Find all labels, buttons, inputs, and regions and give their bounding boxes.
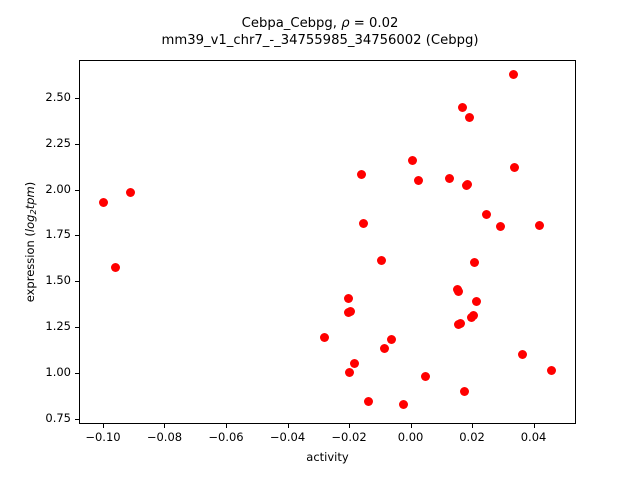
scatter-point: [508, 70, 518, 80]
scatter-point: [453, 287, 463, 297]
ylabel-suffix: ): [23, 181, 37, 187]
y-axis-label: expression (log2tpm): [22, 60, 38, 424]
scatter-point-layer: [80, 61, 575, 423]
x-tick-label: 0.02: [459, 430, 485, 444]
scatter-point: [363, 397, 373, 407]
scatter-point: [468, 310, 478, 320]
scatter-point: [546, 366, 556, 376]
x-tick-mark: [287, 424, 289, 428]
scatter-point: [465, 112, 475, 122]
y-tick-mark: [75, 419, 79, 421]
y-tick-mark: [75, 97, 79, 99]
x-tick-mark: [102, 424, 104, 428]
scatter-point: [462, 180, 472, 190]
x-tick-mark: [410, 424, 412, 428]
x-tick-label: −0.06: [208, 430, 244, 444]
y-tick-label: 1.50: [45, 273, 71, 288]
scatter-point: [350, 358, 360, 368]
scatter-point: [376, 255, 386, 265]
y-tick-label: 2.00: [45, 181, 71, 196]
scatter-point: [510, 163, 520, 173]
scatter-point: [99, 197, 109, 207]
scatter-point: [125, 187, 135, 197]
x-tick-mark: [164, 424, 166, 428]
scatter-point: [111, 263, 121, 273]
scatter-point: [482, 209, 492, 219]
rho-symbol: ρ: [341, 16, 350, 31]
y-tick-mark: [75, 373, 79, 375]
plot-axes-frame: [79, 60, 576, 424]
y-tick-mark: [75, 327, 79, 329]
scatter-point: [320, 333, 330, 343]
scatter-point: [407, 155, 417, 165]
scatter-point: [445, 174, 455, 184]
y-tick-mark: [75, 143, 79, 145]
y-tick-label: 2.25: [45, 135, 71, 150]
y-tick-label: 2.50: [45, 89, 71, 104]
x-tick-label: −0.08: [146, 430, 183, 444]
scatter-point: [420, 371, 430, 381]
ylabel-prefix: expression (: [23, 232, 37, 303]
scatter-point: [457, 103, 467, 113]
scatter-point: [343, 294, 353, 304]
scatter-point: [343, 308, 353, 318]
scatter-point: [387, 334, 397, 344]
x-tick-label: 0.00: [397, 430, 424, 444]
scatter-point: [345, 367, 355, 377]
scatter-point: [470, 257, 480, 267]
y-tick-label: 1.25: [45, 319, 71, 334]
y-tick-label: 1.00: [45, 365, 71, 380]
y-tick-mark: [75, 235, 79, 237]
y-tick-label: 1.75: [45, 227, 71, 242]
x-tick-mark: [472, 424, 474, 428]
scatter-point: [459, 387, 469, 397]
rho-value: = 0.02: [349, 16, 399, 31]
x-tick-label: 0.04: [520, 430, 547, 444]
scatter-point: [496, 221, 506, 231]
x-tick-label: −0.10: [85, 430, 121, 444]
title-line-2: mm39_v1_chr7_-_34755985_34756002 (Cebpg): [161, 33, 479, 48]
title-prefix: Cebpa_Cebpg,: [241, 16, 342, 31]
y-tick-mark: [75, 281, 79, 283]
scatter-point: [379, 344, 389, 354]
x-tick-mark: [349, 424, 351, 428]
figure-title: Cebpa_Cebpg, ρ = 0.02 mm39_v1_chr7_-_347…: [0, 15, 640, 49]
scatter-point: [472, 297, 482, 307]
ylabel-tpm: tpm: [23, 186, 37, 210]
ylabel-subscript: 2: [27, 209, 38, 215]
scatter-point: [517, 350, 527, 360]
scatter-point: [357, 170, 367, 180]
scatter-point: [534, 220, 544, 230]
scatter-point: [453, 320, 463, 330]
y-tick-mark: [75, 189, 79, 191]
x-tick-label: −0.02: [331, 430, 367, 444]
ylabel-log: log: [23, 214, 37, 233]
scatter-point: [413, 175, 423, 185]
x-tick-mark: [533, 424, 535, 428]
x-axis-label: activity: [306, 450, 349, 464]
title-line-1: Cebpa_Cebpg, ρ = 0.02: [0, 15, 640, 32]
x-tick-mark: [226, 424, 227, 428]
y-tick-label: 0.75: [45, 411, 71, 426]
x-tick-label: −0.04: [269, 430, 306, 444]
scatter-point: [398, 400, 408, 410]
scatter-point: [358, 219, 368, 229]
